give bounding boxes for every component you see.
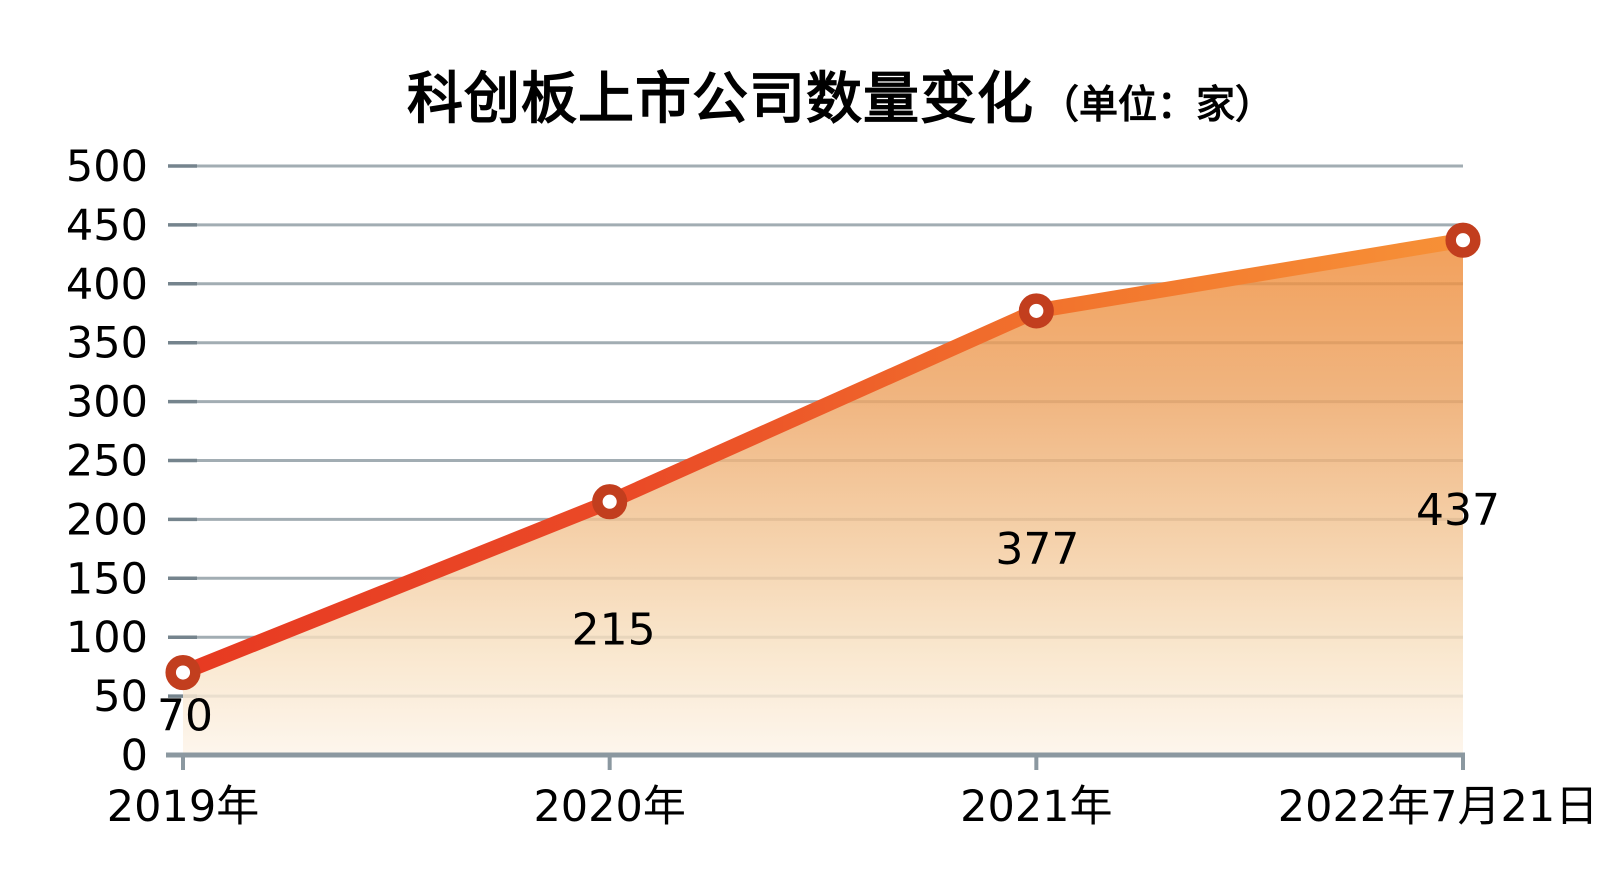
markers: [165, 222, 1481, 691]
chart-title-unit: （单位：家）: [1039, 83, 1274, 128]
data-point-marker: [1445, 222, 1481, 258]
y-axis-label: 50: [93, 672, 148, 722]
y-axis-label: 350: [66, 319, 148, 369]
data-point-marker: [592, 484, 628, 520]
chart-title: 科创板上市公司数量变化 （单位：家）: [33, 54, 1615, 135]
data-label: 70: [157, 691, 213, 742]
x-axis-label: 2022年7月21日: [1278, 782, 1599, 832]
y-axis-label: 150: [66, 554, 148, 604]
x-axis: [166, 752, 1465, 770]
data-point-marker: [1018, 293, 1054, 329]
x-axis-label: 2020年: [533, 782, 685, 832]
data-label: 215: [572, 605, 656, 656]
y-axis-label: 100: [66, 613, 148, 663]
y-axis-label: 200: [66, 495, 148, 545]
x-axis-label: 2021年: [960, 782, 1112, 832]
y-axis-label: 0: [121, 731, 148, 781]
y-axis-label: 400: [66, 260, 148, 310]
x-axis-label: 2019年: [107, 782, 259, 832]
chart-title-text: 科创板上市公司数量变化: [406, 67, 1034, 132]
data-line: [180, 232, 1465, 680]
y-axis-label: 250: [66, 437, 148, 487]
area-fill: [183, 240, 1463, 756]
data-label: 377: [995, 524, 1079, 575]
y-axis-label: 500: [66, 142, 148, 192]
data-label: 437: [1416, 485, 1500, 536]
x-axis-labels: 2019年 2020年 2021年 2022年7月21日: [107, 782, 1598, 832]
data-labels: 70 215 377 437: [157, 485, 1500, 741]
data-point-marker: [165, 654, 201, 691]
y-axis-labels: 0 50 100 150 200 250 300 350 400 450 500: [66, 142, 148, 781]
y-axis-label: 300: [66, 378, 148, 428]
y-axis-label: 450: [66, 201, 148, 251]
